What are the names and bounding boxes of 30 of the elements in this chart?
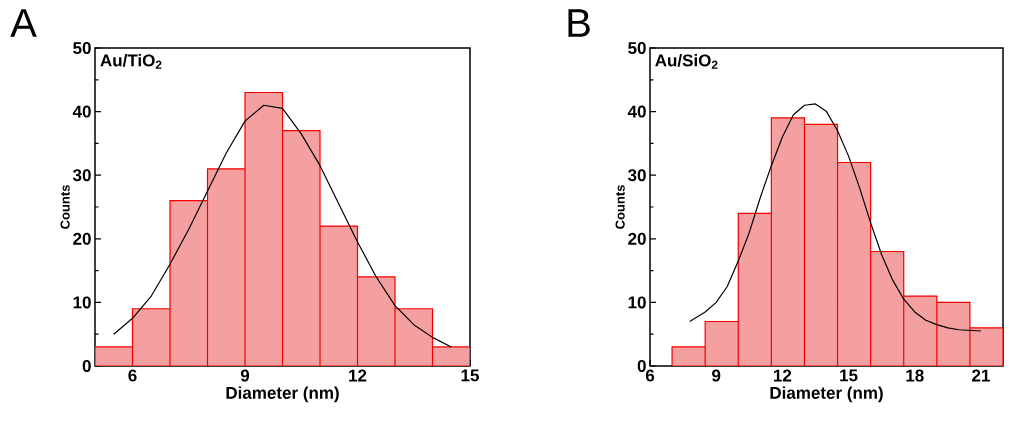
annotation: Au/SiO$_{2}$ — [655, 53, 718, 69]
x-tick-label: 15 — [840, 369, 858, 382]
y-tick-label: 40 — [627, 105, 646, 118]
y-axis-title: Counts — [60, 185, 70, 229]
y-tick-label: 0 — [82, 359, 91, 373]
y-tick-label: 10 — [73, 296, 91, 309]
x-tick-label: 15 — [461, 369, 479, 382]
x-axis-title: Diameter (nm) — [226, 386, 339, 403]
y-tick-label: 10 — [628, 296, 646, 309]
y-tick-label: 20 — [628, 232, 646, 245]
y-tick-label: 30 — [627, 169, 646, 182]
x-tick-label: 18 — [906, 369, 924, 382]
x-tick-label: 6 — [128, 369, 137, 382]
y-tick-label: 20 — [73, 232, 91, 245]
y-tick-label: 50 — [73, 41, 91, 55]
y-tick-label: 40 — [72, 105, 91, 118]
x-axis-title: Diameter (nm) — [770, 386, 883, 403]
chart-title: A — [10, 9, 37, 37]
chart-title: B — [568, 9, 590, 37]
annotation: Au/TiO$_{2}$ — [100, 53, 162, 69]
x-tick-label: 12 — [349, 369, 367, 382]
y-tick-label: 50 — [628, 41, 646, 55]
x-tick-label: 12 — [774, 369, 792, 382]
x-tick-label: 9 — [240, 369, 250, 382]
x-tick-label: 21 — [972, 369, 990, 382]
y-tick-label: 0 — [637, 359, 646, 373]
x-tick-label: 9 — [712, 369, 721, 382]
x-tick-label: 6 — [645, 369, 655, 382]
y-tick-label: 30 — [72, 169, 91, 182]
y-axis-title: Counts — [615, 185, 625, 229]
